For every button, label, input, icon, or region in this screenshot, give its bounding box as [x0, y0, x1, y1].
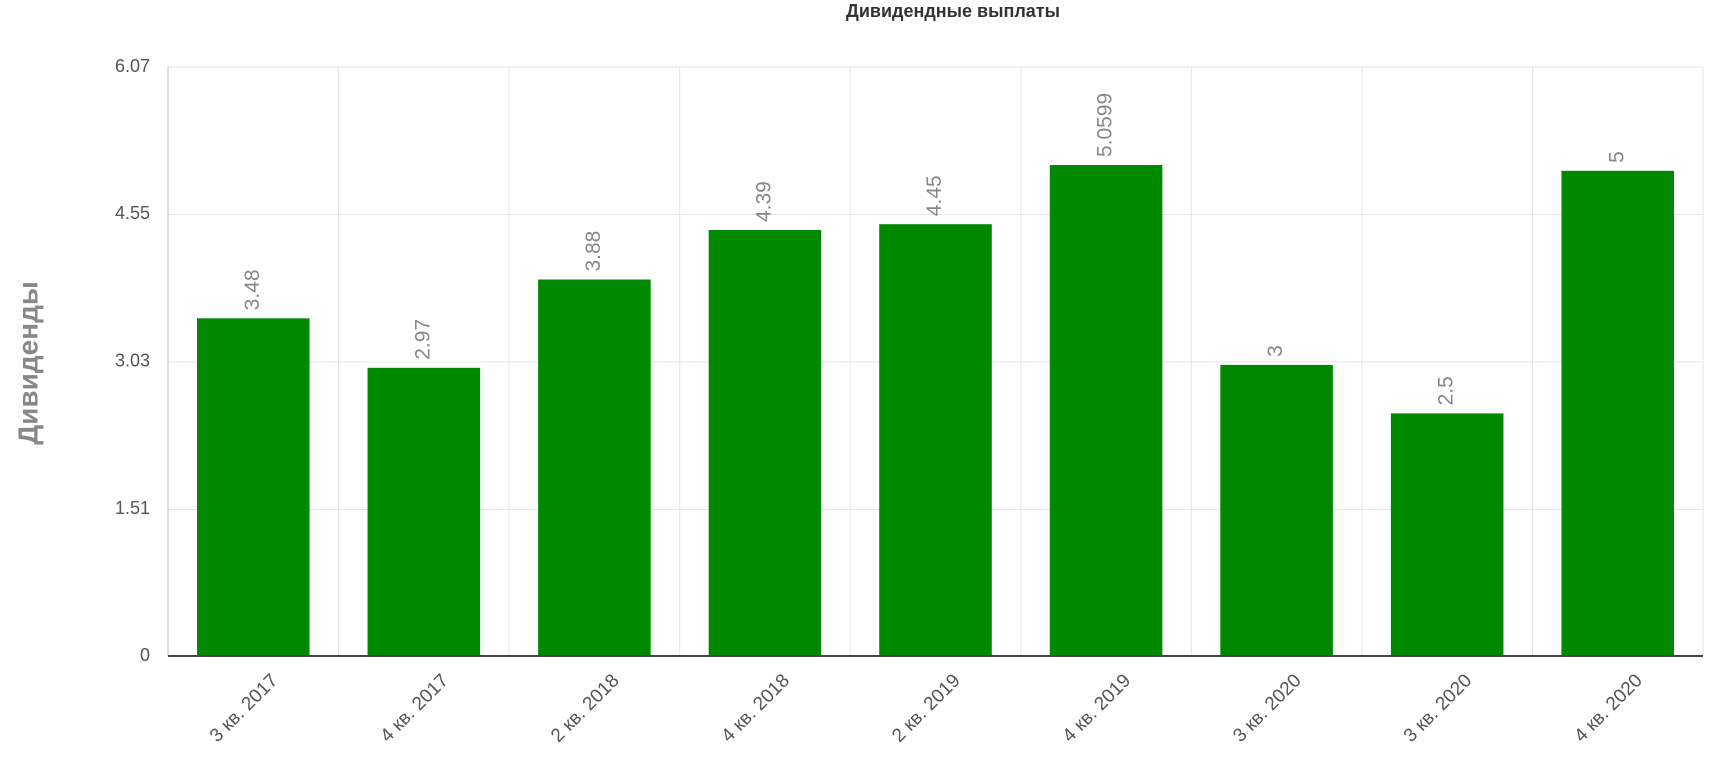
value-label: 5 [1605, 151, 1628, 163]
value-label: 3.48 [241, 269, 264, 310]
value-label: 2.97 [411, 319, 434, 360]
y-tick-label: 0 [140, 645, 150, 665]
value-label: 5.0599 [1094, 93, 1117, 157]
value-label: 3 [1264, 345, 1287, 357]
chart-title: Дивидендные выплаты [846, 1, 1060, 21]
y-tick-label: 4.55 [115, 203, 150, 223]
bar [1049, 165, 1163, 656]
y-tick-label: 6.07 [115, 56, 150, 76]
value-label: 4.39 [752, 181, 775, 222]
y-tick-label: 1.51 [115, 498, 150, 518]
bar [1220, 364, 1333, 656]
bar [538, 279, 651, 656]
x-tick-label: 2 кв. 2018 [547, 670, 623, 746]
x-tick-label: 4 кв. 2019 [1059, 670, 1135, 746]
x-tick-label: 4 кв. 2017 [376, 670, 452, 746]
x-tick-label: 3 кв. 2017 [206, 670, 282, 746]
x-tick-label: 2 кв. 2019 [888, 670, 964, 746]
bar [879, 224, 992, 656]
x-tick-label: 4 кв. 2020 [1570, 670, 1646, 746]
x-tick-label: 3 кв. 2020 [1229, 670, 1305, 746]
bar [1390, 413, 1504, 656]
value-label: 2.5 [1435, 376, 1458, 405]
value-label: 3.88 [582, 231, 605, 272]
value-label: 4.45 [923, 175, 946, 216]
bar [708, 230, 822, 656]
bar [367, 367, 481, 656]
bar [1561, 170, 1675, 656]
y-tick-label: 3.03 [115, 351, 150, 371]
y-axis-title: Дивиденды [12, 281, 43, 445]
x-tick-label: 3 кв. 2020 [1400, 670, 1476, 746]
x-tick-label: 4 кв. 2018 [718, 670, 794, 746]
bar [196, 318, 310, 656]
